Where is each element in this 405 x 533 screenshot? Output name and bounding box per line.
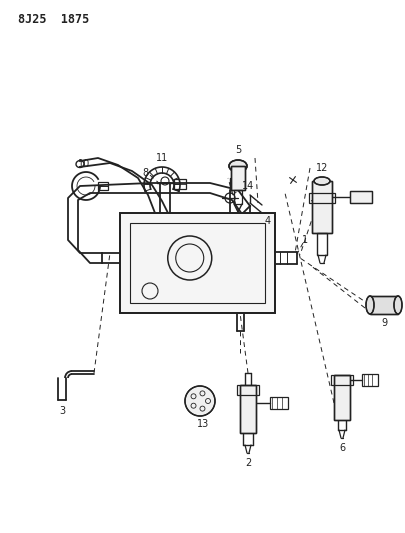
Bar xyxy=(361,374,377,386)
Text: 2: 2 xyxy=(244,458,251,468)
Text: 6: 6 xyxy=(338,443,344,453)
Bar xyxy=(369,296,397,314)
Bar xyxy=(230,166,244,190)
Bar xyxy=(333,375,349,420)
Text: 12: 12 xyxy=(315,163,327,173)
Text: 9: 9 xyxy=(380,318,386,328)
Text: 5: 5 xyxy=(234,145,241,155)
Circle shape xyxy=(185,386,215,416)
Ellipse shape xyxy=(393,296,401,314)
Bar xyxy=(349,191,371,203)
Bar xyxy=(98,182,108,190)
Bar xyxy=(233,190,241,204)
Text: 4: 4 xyxy=(264,216,271,226)
Bar xyxy=(311,181,331,233)
Ellipse shape xyxy=(365,296,373,314)
Text: 14: 14 xyxy=(241,181,254,191)
Text: 8J25  1875: 8J25 1875 xyxy=(18,13,89,26)
Text: 10: 10 xyxy=(78,159,90,169)
Bar xyxy=(230,166,244,190)
Text: 8: 8 xyxy=(142,168,148,178)
Bar xyxy=(308,193,334,203)
Bar xyxy=(130,223,264,303)
Bar xyxy=(330,375,352,385)
Ellipse shape xyxy=(313,177,329,185)
Bar xyxy=(333,375,349,420)
Bar xyxy=(349,191,371,203)
Text: 11: 11 xyxy=(156,153,168,163)
Bar xyxy=(239,385,256,433)
Bar xyxy=(269,397,287,409)
Text: 13: 13 xyxy=(196,419,209,429)
Bar xyxy=(239,385,256,433)
Text: 3: 3 xyxy=(59,406,65,416)
Text: 1: 1 xyxy=(301,235,307,245)
Bar xyxy=(237,385,258,395)
Bar xyxy=(120,213,274,313)
Bar xyxy=(311,181,331,233)
Ellipse shape xyxy=(228,160,246,172)
Bar xyxy=(369,296,397,314)
Bar xyxy=(316,233,326,255)
Bar xyxy=(174,179,185,189)
Bar xyxy=(120,213,274,313)
